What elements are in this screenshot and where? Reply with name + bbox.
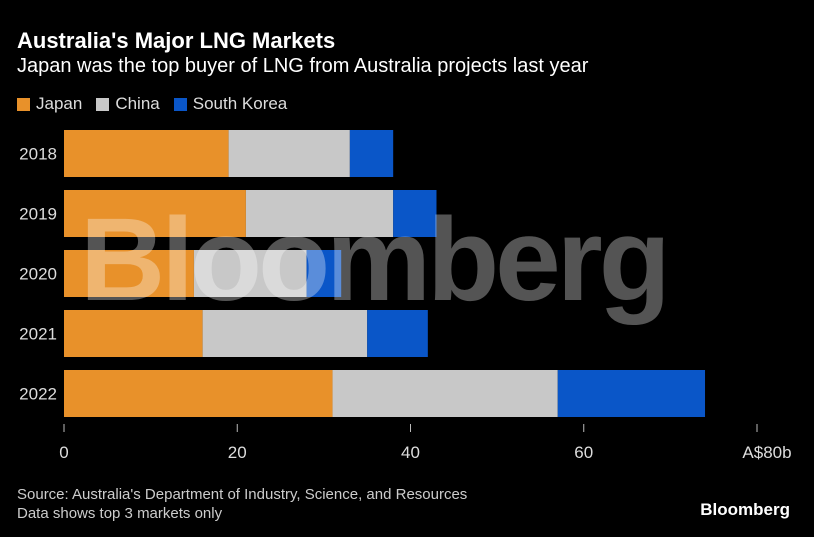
bar-south-korea-2021: [367, 310, 428, 357]
x-tick-label: 0: [59, 443, 68, 462]
bar-china-2018: [228, 130, 350, 177]
legend-label: Japan: [36, 94, 83, 113]
legend-swatch: [17, 97, 30, 111]
x-tick-label: 20: [228, 443, 247, 462]
category-label: 2019: [19, 205, 57, 224]
x-tick-label: 40: [401, 443, 420, 462]
watermark: Bloomberg: [80, 194, 667, 326]
legend-swatch: [173, 97, 187, 111]
x-tick-label: 60: [574, 443, 593, 462]
x-tick-label: A$80b: [742, 443, 791, 462]
legend-item-south-korea: South Korea: [173, 94, 288, 114]
bar-south-korea-2019: [393, 190, 437, 237]
legend-swatch: [96, 97, 110, 111]
data-note: Data shows top 3 markets only: [17, 505, 223, 522]
legend-label: China: [115, 94, 160, 113]
bar-china-2022: [332, 370, 558, 417]
category-label: 2021: [19, 325, 57, 344]
chart-title: Australia's Major LNG Markets: [17, 28, 336, 53]
bar-japan-2020: [64, 250, 194, 297]
footer-notes: Source: Australia's Department of Indust…: [17, 485, 467, 523]
source-note: Source: Australia's Department of Indust…: [17, 486, 468, 503]
bar-japan-2021: [64, 310, 203, 357]
category-label: 2020: [19, 265, 57, 284]
legend-label: South Korea: [192, 94, 288, 113]
bar-china-2021: [202, 310, 368, 357]
bar-japan-2018: [64, 130, 229, 177]
bar-japan-2019: [64, 190, 246, 237]
bar-south-korea-2018: [349, 130, 394, 177]
brand-logo: Bloomberg: [700, 500, 790, 519]
category-label: 2022: [19, 385, 57, 404]
bar-japan-2022: [64, 370, 333, 417]
chart-subtitle: Japan was the top buyer of LNG from Aust…: [17, 55, 589, 77]
legend: Japan China South Korea: [17, 94, 287, 114]
legend-item-japan: Japan: [17, 94, 82, 114]
bar-south-korea-2020: [306, 250, 342, 297]
bar-china-2020: [193, 250, 307, 297]
legend-item-china: China: [96, 94, 160, 114]
bar-china-2019: [245, 190, 394, 237]
bar-south-korea-2022: [557, 370, 706, 417]
category-label: 2018: [19, 145, 57, 164]
